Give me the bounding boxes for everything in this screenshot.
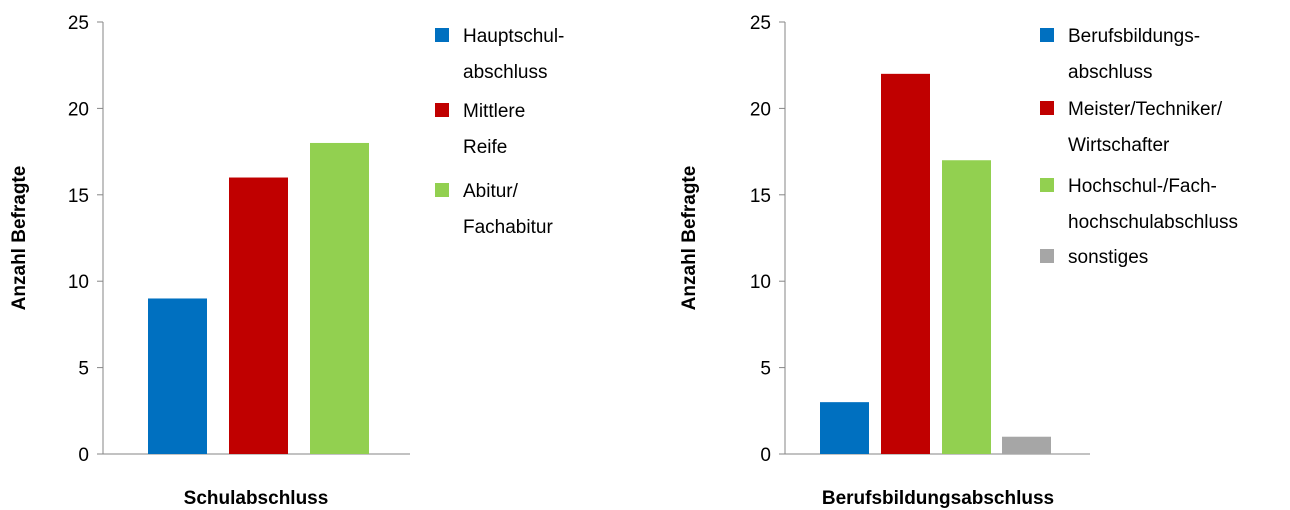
- legend-line: abschluss: [463, 62, 548, 83]
- legend-label: Abitur/Fachabitur: [463, 181, 553, 238]
- y-tick-label: 10: [68, 272, 89, 293]
- y-tick-label: 20: [750, 99, 771, 120]
- y-tick-label: 5: [78, 359, 89, 380]
- bar: [310, 142, 369, 454]
- legend-line: Mittlere: [463, 101, 525, 122]
- x-axis-label: Schulabschluss: [184, 488, 329, 509]
- legend-label: Berufsbildungs-abschluss: [1068, 26, 1200, 83]
- y-axis-label: Anzahl Befragte: [9, 166, 30, 311]
- bar: [229, 177, 288, 454]
- bar: [148, 298, 207, 454]
- legend-swatch: [435, 103, 449, 117]
- bar: [820, 402, 869, 454]
- legend-line: Hochschul-/Fach-: [1068, 176, 1217, 197]
- legend-label: Meister/Techniker/Wirtschafter: [1068, 99, 1223, 156]
- bar: [1002, 436, 1051, 454]
- bar: [942, 160, 991, 455]
- y-tick-label: 10: [750, 272, 771, 293]
- legend-line: sonstiges: [1068, 247, 1148, 268]
- legend-swatch: [1040, 249, 1054, 263]
- legend-label: Hochschul-/Fach-hochschulabschluss: [1068, 176, 1238, 233]
- legend-swatch: [435, 183, 449, 197]
- legend-line: Fachabitur: [463, 217, 553, 238]
- legend-line: Wirtschafter: [1068, 135, 1170, 156]
- legend-line: Hauptschul-: [463, 26, 564, 47]
- legend-label: Mittlere Reife: [463, 101, 525, 158]
- legend-swatch: [1040, 28, 1054, 42]
- legend-line: hochschulabschluss: [1068, 212, 1238, 233]
- y-tick-label: 20: [68, 99, 89, 120]
- y-tick-label: 15: [68, 186, 89, 207]
- legend-line: abschluss: [1068, 62, 1153, 83]
- y-tick-label: 5: [760, 359, 771, 380]
- legend-line: Abitur/: [463, 181, 519, 202]
- x-axis-label: Berufsbildungsabschluss: [822, 488, 1054, 509]
- legend-line: Meister/Techniker/: [1068, 99, 1223, 120]
- legend-label: Hauptschul-abschluss: [463, 26, 564, 83]
- legend-swatch: [1040, 178, 1054, 192]
- bar: [881, 73, 930, 454]
- y-tick-label: 25: [68, 13, 89, 34]
- legend-line: Berufsbildungs-: [1068, 26, 1200, 47]
- y-tick-label: 0: [78, 445, 89, 466]
- y-tick-label: 0: [760, 445, 771, 466]
- y-tick-label: 15: [750, 186, 771, 207]
- legend-swatch: [435, 28, 449, 42]
- y-tick-label: 25: [750, 13, 771, 34]
- legend-line: Reife: [463, 137, 507, 158]
- y-axis-label: Anzahl Befragte: [679, 166, 700, 311]
- legend-label: sonstiges: [1068, 247, 1148, 268]
- legend-swatch: [1040, 101, 1054, 115]
